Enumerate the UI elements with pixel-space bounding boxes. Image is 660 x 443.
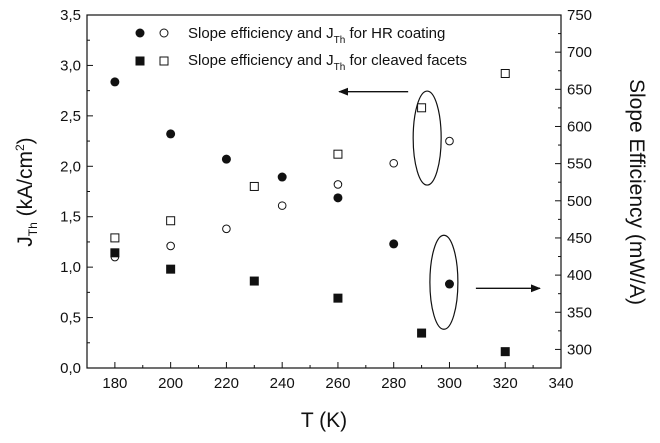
point-open-square [110, 233, 120, 243]
point-filled-square [249, 276, 259, 286]
y-right-tick-label: 500 [567, 193, 592, 210]
y-right-tick-label: 300 [567, 341, 592, 358]
y-right-tick-label: 700 [567, 44, 592, 61]
point-filled-circle [110, 77, 120, 87]
legend-entry-hr: Slope efficiency and JTh for HR coating [188, 25, 445, 46]
point-open-square [500, 68, 510, 78]
y-left-tick-label: 0,0 [60, 360, 81, 377]
y-right-tick-label: 400 [567, 267, 592, 284]
point-open-circle [445, 136, 454, 146]
point-filled-square [500, 347, 510, 357]
y-left-tick-label: 2,5 [60, 108, 81, 125]
y-right-tick-label: 450 [567, 230, 592, 247]
legend-filled-square [135, 56, 145, 66]
point-open-square [417, 103, 427, 113]
y-left-tick-label: 1,0 [60, 259, 81, 276]
y-right-tick-label: 550 [567, 156, 592, 173]
point-open-circle [277, 201, 287, 210]
point-filled-square [166, 264, 176, 274]
x-tick-label: 280 [381, 375, 406, 392]
y-right-tick-label: 650 [567, 81, 592, 98]
point-open-circle [222, 224, 231, 234]
y-axis-right-title: Slope Efficiency (mW/A) [625, 79, 648, 305]
point-filled-circle [166, 129, 176, 139]
y-axis-left: 0,0 0,5 1,0 1,5 2,0 2,5 3,0 3,5 [60, 7, 93, 377]
x-tick-label: 240 [270, 375, 295, 392]
point-open-square [249, 181, 259, 191]
annotations [338, 87, 541, 330]
legend-entry-cleaved: Slope efficiency and JTh for cleaved fac… [188, 52, 467, 73]
point-filled-square [417, 328, 427, 338]
point-filled-circle [221, 154, 231, 164]
point-filled-square [110, 248, 120, 258]
x-tick-label: 300 [437, 375, 462, 392]
point-open-circle [166, 241, 175, 251]
point-open-circle [389, 158, 399, 168]
y-right-tick-label: 350 [567, 304, 592, 321]
y-left-tick-label: 1,5 [60, 209, 81, 226]
x-axis-title: T (K) [301, 409, 347, 432]
legend: Slope efficiency and JTh for HR coating … [135, 25, 467, 73]
data-markers [110, 68, 510, 357]
y-axis-right: 300 350 400 450 500 550 600 650 700 750 [555, 7, 592, 358]
point-open-square [333, 149, 343, 159]
x-tick-label: 340 [548, 375, 573, 392]
x-tick-label: 180 [102, 375, 127, 392]
annotation-ellipse [412, 90, 442, 186]
y-right-tick-label: 600 [567, 118, 592, 135]
point-filled-circle [333, 193, 343, 203]
y-right-tick-label: 750 [567, 7, 592, 24]
legend-open-square [159, 56, 169, 66]
y-left-tick-label: 2,0 [60, 158, 81, 175]
x-tick-label: 220 [214, 375, 239, 392]
y-left-tick-label: 3,0 [60, 57, 81, 74]
legend-open-circle [159, 28, 169, 38]
annotation-ellipse [429, 234, 459, 330]
legend-filled-circle [135, 28, 145, 38]
point-filled-circle [444, 279, 454, 289]
point-filled-square [333, 293, 343, 303]
point-open-square [166, 216, 176, 226]
y-left-tick-label: 3,5 [60, 7, 81, 24]
point-filled-circle [277, 172, 287, 182]
x-tick-label: 200 [158, 375, 183, 392]
point-filled-circle [389, 239, 399, 249]
y-left-tick-label: 0,5 [60, 310, 81, 327]
y-axis-left-title: JTh (kA/cm2) [13, 137, 40, 246]
point-open-circle [333, 180, 343, 189]
x-tick-label: 320 [493, 375, 518, 392]
x-tick-label: 260 [325, 375, 350, 392]
x-axis: 180 200 220 240 260 280 300 320 340 [102, 362, 574, 392]
